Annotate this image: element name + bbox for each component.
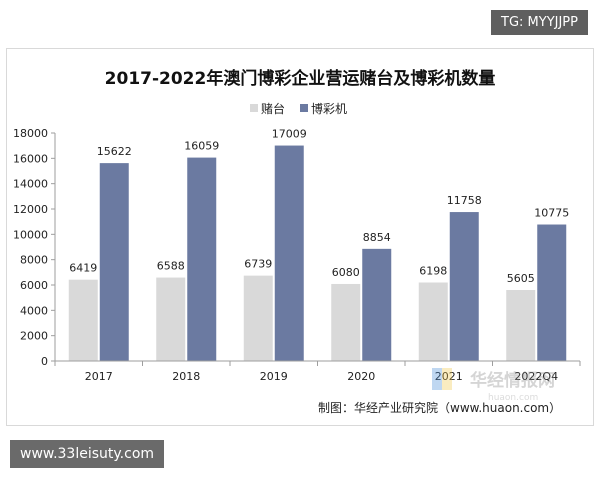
site-badge: www.33leisuty.com bbox=[10, 440, 165, 468]
bar-slots bbox=[449, 212, 479, 361]
y-tick-label: 6000 bbox=[20, 279, 48, 292]
legend-label-slots: 博彩机 bbox=[311, 101, 347, 116]
bar-slots bbox=[274, 145, 304, 361]
bar-slots bbox=[99, 163, 129, 361]
y-axis: 0 2000 4000 6000 8000 10000 12000 14000 16000 180… bbox=[13, 127, 56, 368]
data-label: 16059 bbox=[184, 140, 219, 153]
data-label: 6419 bbox=[69, 262, 97, 275]
data-label: 6080 bbox=[332, 266, 360, 279]
watermark-latin: huaon.com bbox=[488, 393, 538, 403]
bar-slots bbox=[362, 248, 392, 361]
legend-swatch-slots bbox=[300, 104, 308, 112]
x-tick-label: 2021 bbox=[435, 370, 463, 383]
data-label: 5605 bbox=[507, 272, 535, 285]
data-label: 10775 bbox=[534, 207, 569, 220]
y-tick-label: 18000 bbox=[13, 127, 48, 140]
y-tick-label: 2000 bbox=[20, 330, 48, 343]
data-label: 8854 bbox=[363, 231, 391, 244]
y-tick-label: 12000 bbox=[13, 203, 48, 216]
data-label: 17009 bbox=[272, 128, 307, 141]
y-tick-label: 0 bbox=[41, 355, 48, 368]
x-tick-label: 2022Q4 bbox=[514, 370, 558, 383]
watermark-text: 华经情报网 bbox=[470, 370, 555, 391]
chart-title: 2017-2022年澳门博彩企业营运赌台及博彩机数量 bbox=[105, 68, 496, 89]
y-tick-label: 8000 bbox=[20, 254, 48, 267]
legend-swatch-tables bbox=[250, 104, 258, 112]
data-label: 6198 bbox=[419, 264, 447, 277]
bar-tables bbox=[506, 290, 536, 361]
data-label: 15622 bbox=[97, 145, 132, 158]
watermark-logo-blue bbox=[432, 368, 442, 390]
data-label: 11758 bbox=[447, 194, 482, 207]
value-labels: 6419 15622 6588 16059 6739 17009 6080 8854 6198 1… bbox=[69, 128, 569, 285]
tg-badge: TG: MYYJJPP bbox=[491, 10, 588, 35]
bar-tables bbox=[418, 282, 448, 361]
data-label: 6739 bbox=[244, 258, 272, 271]
x-axis: 2017 2018 2019 2020 2021 2022Q4 bbox=[54, 360, 581, 383]
bars bbox=[68, 145, 567, 361]
legend: 赌台 博彩机 bbox=[250, 101, 347, 116]
data-label: 6588 bbox=[157, 260, 185, 273]
watermark: 华经情报网 huaon.com bbox=[432, 368, 555, 403]
bar-tables bbox=[331, 283, 361, 361]
x-tick-label: 2019 bbox=[260, 370, 288, 383]
source-note: 制图：华经产业研究院（www.huaon.com） bbox=[318, 400, 561, 415]
x-tick-label: 2017 bbox=[85, 370, 113, 383]
y-tick-label: 16000 bbox=[13, 152, 48, 165]
watermark-logo-yellow bbox=[442, 368, 452, 390]
y-tick-label: 4000 bbox=[20, 304, 48, 317]
y-tick-label: 10000 bbox=[13, 228, 48, 241]
bar-slots bbox=[537, 224, 567, 361]
bar-tables bbox=[156, 277, 186, 361]
bar-tables bbox=[243, 275, 273, 361]
y-tick-label: 14000 bbox=[13, 178, 48, 191]
x-tick-label: 2020 bbox=[347, 370, 375, 383]
x-tick-label: 2018 bbox=[172, 370, 200, 383]
bar-slots bbox=[187, 157, 217, 361]
bar-tables bbox=[68, 279, 98, 361]
legend-label-tables: 赌台 bbox=[261, 101, 285, 116]
